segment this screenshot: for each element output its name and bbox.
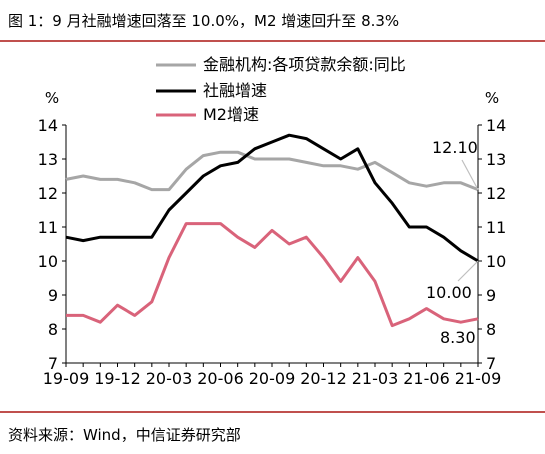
x-tick-label: 20-06 [197, 369, 244, 388]
y-unit-left: % [45, 89, 59, 107]
y-tick-label-left: 9 [48, 286, 58, 305]
x-tick-label: 21-03 [352, 369, 399, 388]
chart-annotations: 12.10 10.00 8.30 [426, 138, 479, 347]
x-tick-label: 21-06 [403, 369, 450, 388]
x-tick-label: 19-09 [43, 369, 90, 388]
y-tick-label-left: 12 [38, 184, 58, 203]
annotation-label-2: 10.00 [426, 283, 472, 302]
y-unit-right: % [485, 89, 499, 107]
y-tick-label-left: 13 [38, 150, 58, 169]
x-tick-label: 19-12 [94, 369, 141, 388]
figure-source: 资料来源：Wind，中信证券研究部 [8, 426, 241, 444]
series-line-2 [65, 133, 479, 263]
y-tick-label-right: 7 [486, 354, 496, 373]
chart-axes: 7 7 8 8 9 9 10 10 11 11 12 12 13 13 14 14% % 19-09 19-12 20… [38, 89, 507, 388]
y-tick-label-right: 13 [486, 150, 506, 169]
x-tick-label: 21-09 [455, 369, 502, 388]
y-tick-label-left: 7 [48, 354, 58, 373]
y-tick-label-left: 8 [48, 320, 58, 339]
x-tick-label: 20-12 [300, 369, 347, 388]
x-tick-label: 20-03 [146, 369, 193, 388]
title-divider [0, 40, 545, 42]
annotation-label-3: 8.30 [440, 328, 476, 347]
y-tick-label-right: 8 [486, 320, 496, 339]
x-tick-label: 20-09 [249, 369, 296, 388]
annotation-leader-2 [457, 260, 479, 282]
legend-label-1: 金融机构:各项贷款余额:同比 [203, 55, 406, 74]
y-tick-label-right: 14 [486, 116, 506, 135]
source-divider [0, 411, 545, 413]
y-tick-label-left: 11 [38, 218, 58, 237]
figure-title: 图 1：9 月社融增速回落至 10.0%，M2 增速回升至 8.3% [8, 12, 400, 30]
chart-series [65, 133, 479, 328]
legend-label-2: 社融增速 [203, 81, 267, 100]
annotation-label-1: 12.10 [432, 138, 478, 157]
annotation-leader-1 [461, 159, 479, 190]
series-line-3 [66, 222, 479, 328]
y-tick-label-right: 11 [486, 218, 506, 237]
y-tick-label-right: 10 [486, 252, 506, 271]
series-line-1 [65, 150, 479, 192]
y-tick-label-right: 12 [486, 184, 506, 203]
y-tick-label-left: 10 [38, 252, 58, 271]
y-tick-label-right: 9 [486, 286, 496, 305]
y-tick-label-left: 14 [38, 116, 58, 135]
legend-label-3: M2增速 [203, 105, 259, 124]
